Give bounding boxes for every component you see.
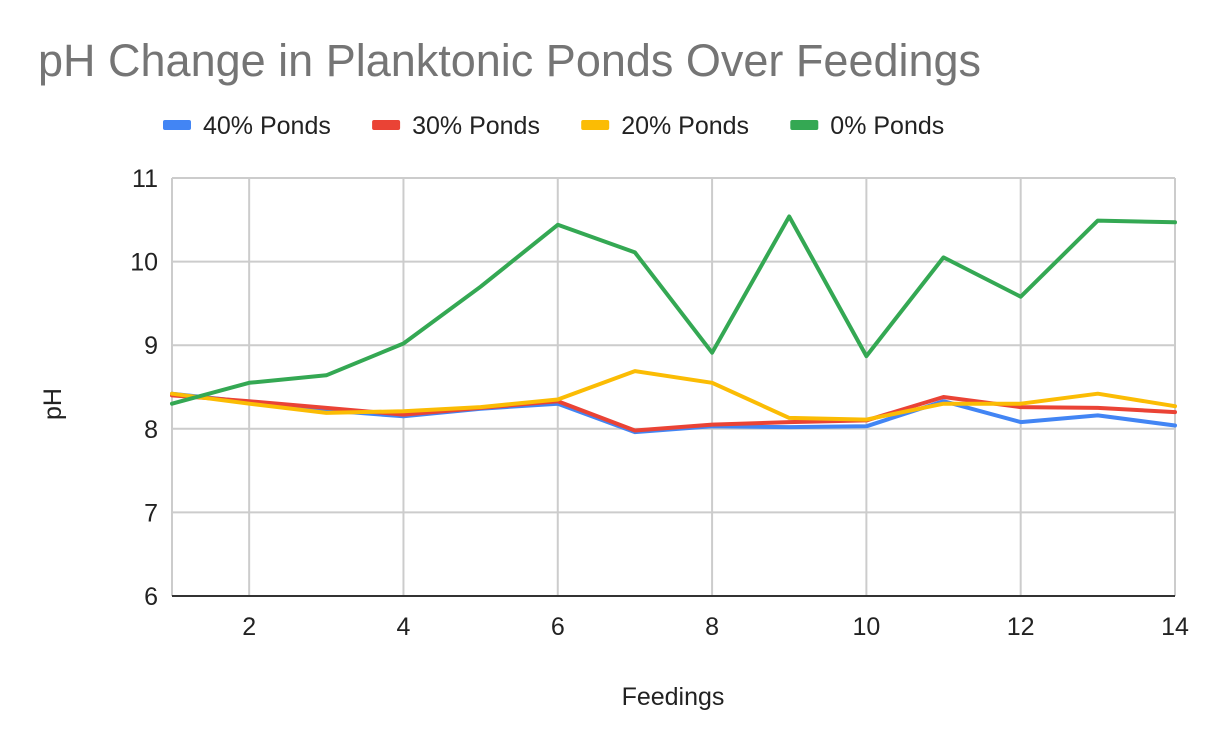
y-tick-label: 9 bbox=[144, 332, 158, 360]
y-tick-label: 8 bbox=[144, 416, 158, 444]
x-tick-label: 10 bbox=[852, 613, 880, 641]
y-axis-title: pH bbox=[39, 388, 67, 420]
chart-grid bbox=[171, 177, 1176, 597]
legend-label: 0% Ponds bbox=[830, 112, 944, 140]
legend-item[interactable]: 40% Ponds bbox=[163, 112, 331, 140]
x-tick-label: 12 bbox=[1007, 613, 1035, 641]
legend-swatch bbox=[163, 120, 191, 130]
chart-legend: 40% Ponds 30% Ponds 20% Ponds 0% Ponds bbox=[163, 112, 944, 140]
legend-label: 40% Ponds bbox=[203, 112, 331, 140]
y-tick-label: 10 bbox=[130, 249, 158, 277]
x-tick-label: 6 bbox=[551, 613, 565, 641]
legend-swatch bbox=[581, 120, 610, 130]
series-line-0-ponds bbox=[170, 214, 1177, 406]
y-tick-label: 6 bbox=[144, 583, 158, 611]
chart-series bbox=[170, 214, 1177, 435]
legend-label: 20% Ponds bbox=[621, 112, 749, 140]
chart-title: pH Change in Planktonic Ponds Over Feedi… bbox=[38, 35, 981, 86]
x-tick-label: 2 bbox=[242, 613, 256, 641]
legend-label: 30% Ponds bbox=[412, 112, 540, 140]
y-tick-label: 7 bbox=[144, 499, 158, 527]
x-tick-label: 4 bbox=[397, 613, 411, 641]
legend-swatch bbox=[372, 120, 401, 130]
legend-item[interactable]: 30% Ponds bbox=[372, 112, 540, 140]
legend-swatch bbox=[790, 120, 819, 130]
series-line-20-ponds bbox=[170, 369, 1177, 422]
x-tick-label: 14 bbox=[1161, 613, 1189, 641]
x-axis-title: Feedings bbox=[622, 683, 725, 711]
chart-axes: 6 7 8 9 10 11 2 4 6 8 10 12 14 bbox=[130, 165, 1189, 641]
y-tick-label: 11 bbox=[132, 165, 158, 193]
legend-item[interactable]: 0% Ponds bbox=[790, 112, 944, 140]
legend-item[interactable]: 20% Ponds bbox=[581, 112, 749, 140]
x-tick-label: 8 bbox=[705, 613, 719, 641]
